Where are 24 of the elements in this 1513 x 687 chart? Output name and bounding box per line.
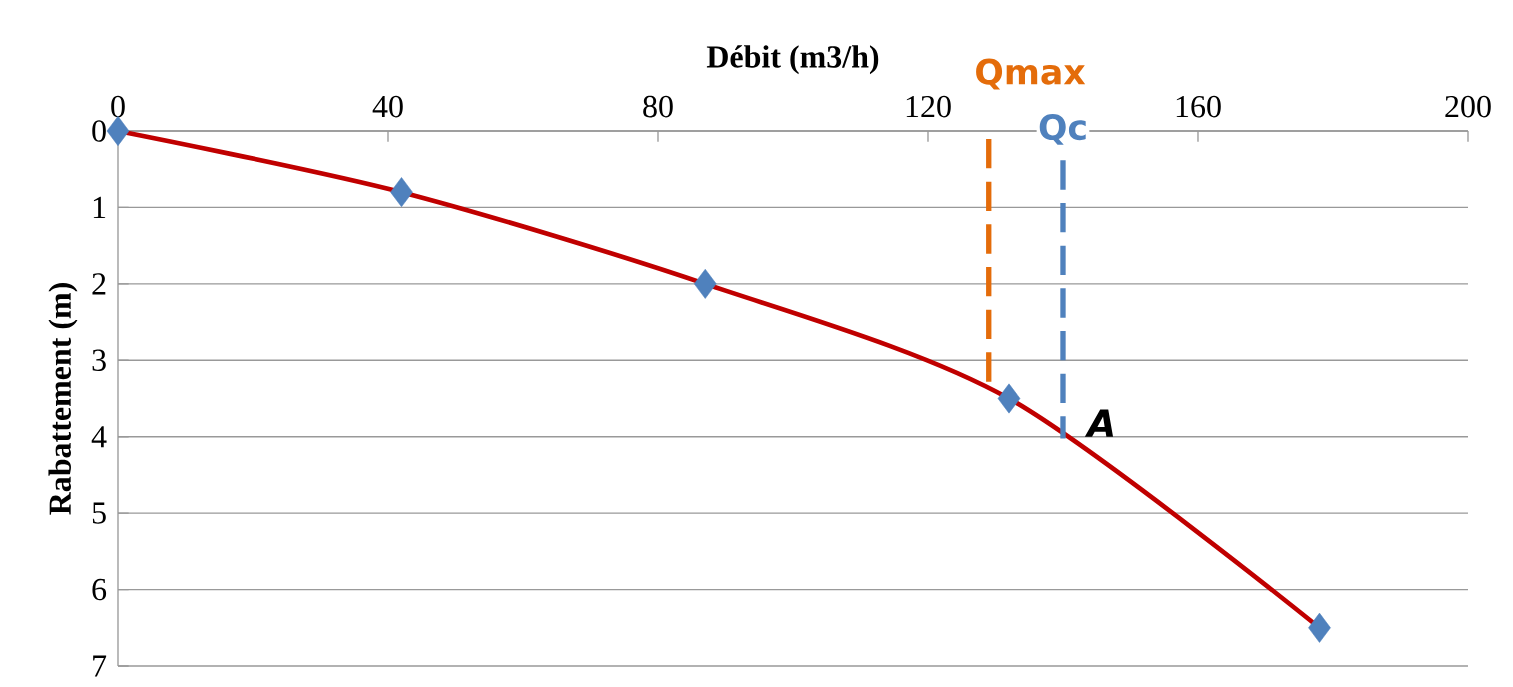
point bbox=[390, 177, 413, 208]
y-tick-label: 2 bbox=[92, 273, 106, 295]
point bbox=[693, 268, 717, 299]
y-tick-label: 0 bbox=[92, 120, 106, 142]
x-tick-label: 200 bbox=[1445, 95, 1491, 118]
ref-line-label: Qc bbox=[1039, 113, 1086, 145]
x-tick-label: 80 bbox=[643, 95, 673, 118]
x-tick-label: 0 bbox=[111, 95, 125, 118]
annotation: A bbox=[1084, 409, 1114, 437]
x-tick-label: 120 bbox=[906, 95, 951, 118]
y-tick-label: 3 bbox=[92, 349, 106, 371]
x-tick-label: 160 bbox=[1176, 95, 1221, 118]
ref-line-label: Qmax bbox=[976, 58, 1086, 90]
y-tick-label: 1 bbox=[93, 196, 106, 218]
point bbox=[997, 383, 1021, 414]
y-tick-label: 4 bbox=[91, 426, 107, 448]
y-tick-label: 7 bbox=[93, 655, 107, 677]
x-tick-label: 40 bbox=[372, 95, 403, 118]
point bbox=[1308, 612, 1331, 643]
x-axis-title: Débit (m3/h) bbox=[706, 45, 879, 75]
y-axis-title: Rabattement (m) bbox=[48, 283, 78, 515]
y-tick-label: 6 bbox=[92, 578, 107, 601]
y-tick-label: 5 bbox=[92, 502, 106, 524]
point bbox=[106, 116, 130, 146]
